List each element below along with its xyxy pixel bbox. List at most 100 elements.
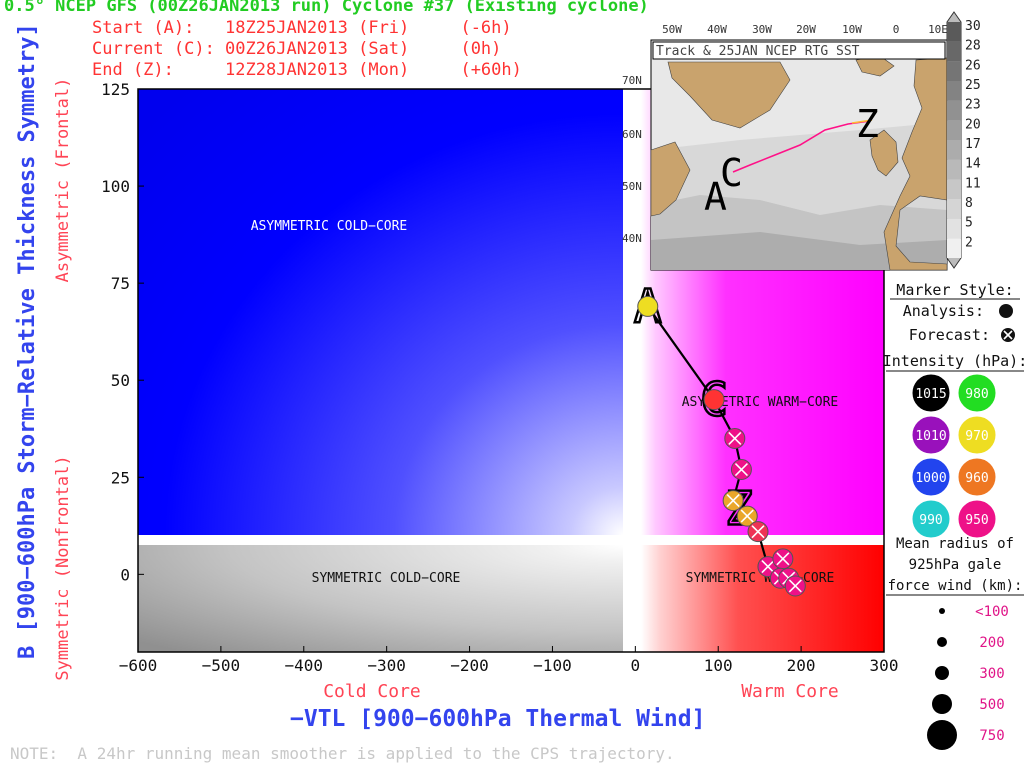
y-sublabel-sym: Symmetric (Nonfrontal): [53, 455, 73, 680]
colorbar-tick-label: 5: [965, 216, 973, 231]
radius-label: 500: [979, 697, 1004, 713]
inset-lon-label: 10W: [842, 23, 862, 36]
intensity-label: 950: [965, 513, 988, 528]
intensity-label: 1010: [915, 429, 946, 444]
y-tick-label: 75: [111, 274, 130, 293]
inset-lon-label: 0: [893, 23, 900, 36]
radius-label: 750: [979, 728, 1004, 744]
label-sym-cold: SYMMETRIC COLD−CORE: [312, 571, 461, 586]
x-tick-label: −300: [367, 656, 406, 675]
inset-lat-label: 50N: [622, 180, 642, 193]
legend-analysis-marker: [999, 304, 1013, 318]
intensity-swatch: [957, 457, 997, 497]
intensity-label: 990: [919, 513, 942, 528]
intensity-swatch: [911, 415, 951, 455]
inset-lat-label: 60N: [622, 128, 642, 141]
inset-lat-label: 40N: [622, 232, 642, 245]
intensity-swatch: [911, 499, 951, 539]
x-tick-label: −600: [119, 656, 158, 675]
inset-letter-c: C: [720, 151, 743, 195]
chart-title: 0.5° NCEP GFS (00Z26JAN2013 run) Cyclone…: [4, 0, 649, 16]
colorbar-swatch: [947, 159, 961, 180]
smoother-note: NOTE: A 24hr running mean smoother is ap…: [10, 744, 675, 763]
colorbar-swatch: [947, 140, 961, 160]
legend-intensity-title: Intensity (hPa):: [883, 352, 1024, 370]
colorbar-tick-label: 30: [965, 19, 981, 34]
inset-lon-label: 30W: [752, 23, 772, 36]
intensity-swatch: [911, 373, 951, 413]
radius-swatch: [935, 666, 949, 680]
intensity-label: 980: [965, 387, 988, 402]
colorbar-tick-label: 25: [965, 78, 981, 93]
x-tick-label: −200: [450, 656, 489, 675]
radius-swatch: [937, 637, 947, 647]
colorbar-tick-label: 2: [965, 235, 973, 250]
colorbar-tick-label: 11: [965, 176, 981, 191]
current-time-label: Current (C): 00Z26JAN2013 (Sat) (0h): [92, 39, 502, 59]
y-tick-label: 100: [101, 177, 130, 196]
colorbar-swatch: [947, 199, 961, 219]
colorbar-swatch: [947, 22, 961, 42]
forecast-marker: [722, 490, 744, 512]
x-tick-label: 100: [704, 656, 733, 675]
forecast-marker: [730, 459, 752, 481]
inset-lon-label: 40W: [707, 23, 727, 36]
quadrant-sym-cold: [138, 545, 623, 652]
inset-lon-label: 10E: [928, 23, 948, 36]
quadrant-asym-cold: [138, 89, 623, 535]
colorbar-swatch: [947, 81, 961, 101]
radius-label: <100: [975, 604, 1009, 620]
colorbar-swatch: [947, 100, 961, 121]
forecast-marker: [772, 548, 794, 570]
y-tick-label: 0: [120, 565, 130, 584]
inset-track-line: [732, 120, 871, 173]
plot-frame: [137, 88, 885, 653]
colorbar-tick-label: 17: [965, 137, 981, 152]
analysis-marker: [637, 295, 659, 317]
y-tick-label: 50: [111, 371, 130, 390]
end-time-label: End (Z): 12Z28JAN2013 (Mon) (+60h): [92, 60, 522, 80]
label-asym-cold: ASYMMETRIC COLD−CORE: [251, 219, 408, 234]
radius-swatch: [939, 608, 945, 614]
intensity-label: 970: [965, 429, 988, 444]
colorbar-swatch: [947, 61, 961, 81]
legend: Marker Style: Analysis: Forecast: Intens…: [883, 281, 1024, 750]
sst-colorbar: 30 28 26 25 23 20 17 14 11 8 5 2: [946, 11, 981, 269]
analysis-marker: [703, 389, 725, 411]
intensity-label: 960: [965, 471, 988, 486]
y-tick-label: 25: [111, 468, 130, 487]
inset-letter-a: A: [704, 175, 727, 219]
radius-swatch: [932, 694, 952, 714]
intensity-swatch: [911, 457, 951, 497]
x-tick-label: 200: [787, 656, 816, 675]
x-sublabel-warm: Warm Core: [741, 681, 839, 702]
forecast-marker: [747, 521, 769, 543]
colorbar-tick-label: 14: [965, 157, 981, 172]
radius-swatch: [927, 720, 957, 750]
x-tick-label: −400: [285, 656, 324, 675]
colorbar-tick-label: 26: [965, 58, 981, 73]
britain-shape: [869, 129, 899, 177]
inset-lon-label: 50W: [662, 23, 682, 36]
x-tick-label: −500: [202, 656, 241, 675]
radius-label: 200: [979, 635, 1004, 651]
colorbar-swatch: [947, 179, 961, 199]
colorbar-tick-label: 23: [965, 98, 981, 113]
y-axis-title: B [900−600hPa Storm−Relative Thickness S…: [15, 23, 40, 659]
greenland-shape: [667, 61, 791, 129]
legend-radius-title: Mean radius of: [896, 536, 1014, 552]
colorbar-swatch: [947, 238, 961, 258]
colorbar-tick-label: 20: [965, 117, 981, 132]
forecast-marker: [736, 505, 758, 527]
legend-forecast-marker: [1001, 328, 1015, 342]
inset-map: Track & 25JAN NCEP RTG SST C A Z 50W 40W…: [622, 23, 948, 271]
inset-lon-label: 20W: [796, 23, 816, 36]
colorbar-tick-label: 8: [965, 196, 973, 211]
intensity-label: 1015: [915, 387, 946, 402]
legend-radius-title: 925hPa gale: [909, 557, 1002, 573]
intensity-label: 1000: [915, 471, 946, 486]
intensity-swatch: [957, 373, 997, 413]
europe-shape: [883, 57, 948, 271]
legend-forecast-label: Forecast:: [909, 326, 990, 344]
